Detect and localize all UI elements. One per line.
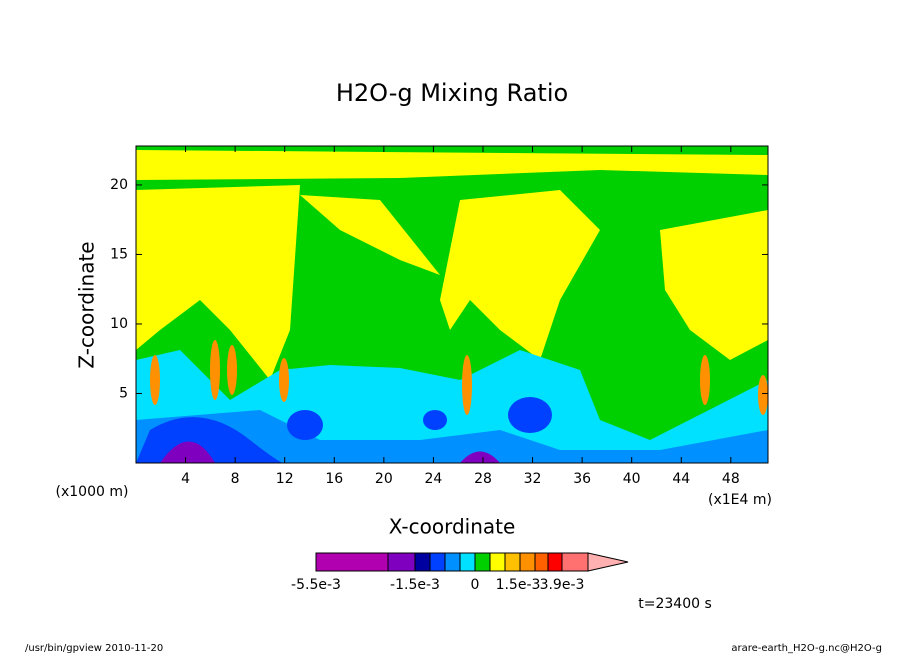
colorbar-label: -5.5e-3 xyxy=(291,577,341,593)
x-tick-label: 16 xyxy=(325,471,343,487)
colorbar-arrow xyxy=(587,552,629,572)
footer-left: /usr/bin/gpview 2010-11-20 xyxy=(25,643,163,654)
chart-title: H2O-g Mixing Ratio xyxy=(336,79,568,107)
colorbar-cell xyxy=(414,552,431,572)
contour-field xyxy=(136,146,768,463)
x-tick-label: 44 xyxy=(672,471,690,487)
y-tick-label: 20 xyxy=(110,177,128,193)
colorbar-cell xyxy=(315,552,389,572)
x-tick-label: 8 xyxy=(231,471,240,487)
colorbar-label: 1.5e-3 xyxy=(496,577,541,593)
colorbar-cell xyxy=(387,552,416,572)
x-tick-label: 40 xyxy=(623,471,641,487)
colorbar-cell xyxy=(474,552,491,572)
colorbar-cell xyxy=(459,552,476,572)
y-tick-label: 15 xyxy=(110,246,128,262)
x-unit-label: (x1E4 m) xyxy=(708,492,772,508)
y-tick-label: 10 xyxy=(110,316,128,332)
colorbar-label: 3.9e-3 xyxy=(540,577,585,593)
footer-right: arare-earth_H2O-g.nc@H2O-g xyxy=(731,643,882,654)
x-tick-label: 12 xyxy=(276,471,294,487)
x-unit-label: (x1000 m) xyxy=(56,484,129,500)
colorbar-label: -1.5e-3 xyxy=(390,577,440,593)
colorbar-cell xyxy=(534,552,549,572)
plot-frame xyxy=(135,145,769,464)
x-axis-title: X-coordinate xyxy=(389,515,516,539)
colorbar-cell xyxy=(561,552,589,572)
colorbar-cell xyxy=(547,552,563,572)
colorbar-cell xyxy=(504,552,521,572)
colorbar-cell xyxy=(489,552,506,572)
colorbar-cell xyxy=(444,552,461,572)
colorbar-cell xyxy=(429,552,446,572)
x-tick-label: 36 xyxy=(573,471,591,487)
x-tick-label: 28 xyxy=(474,471,492,487)
y-tick-label: 5 xyxy=(119,385,128,401)
time-label: t=23400 s xyxy=(638,596,712,612)
x-tick-label: 32 xyxy=(524,471,542,487)
x-tick-label: 4 xyxy=(181,471,190,487)
y-axis-title: Z-coordinate xyxy=(75,241,99,368)
colorbar-label: 0 xyxy=(471,577,480,593)
x-tick-label: 24 xyxy=(424,471,442,487)
colorbar-cell xyxy=(519,552,536,572)
x-tick-label: 20 xyxy=(375,471,393,487)
x-tick-label: 48 xyxy=(722,471,740,487)
